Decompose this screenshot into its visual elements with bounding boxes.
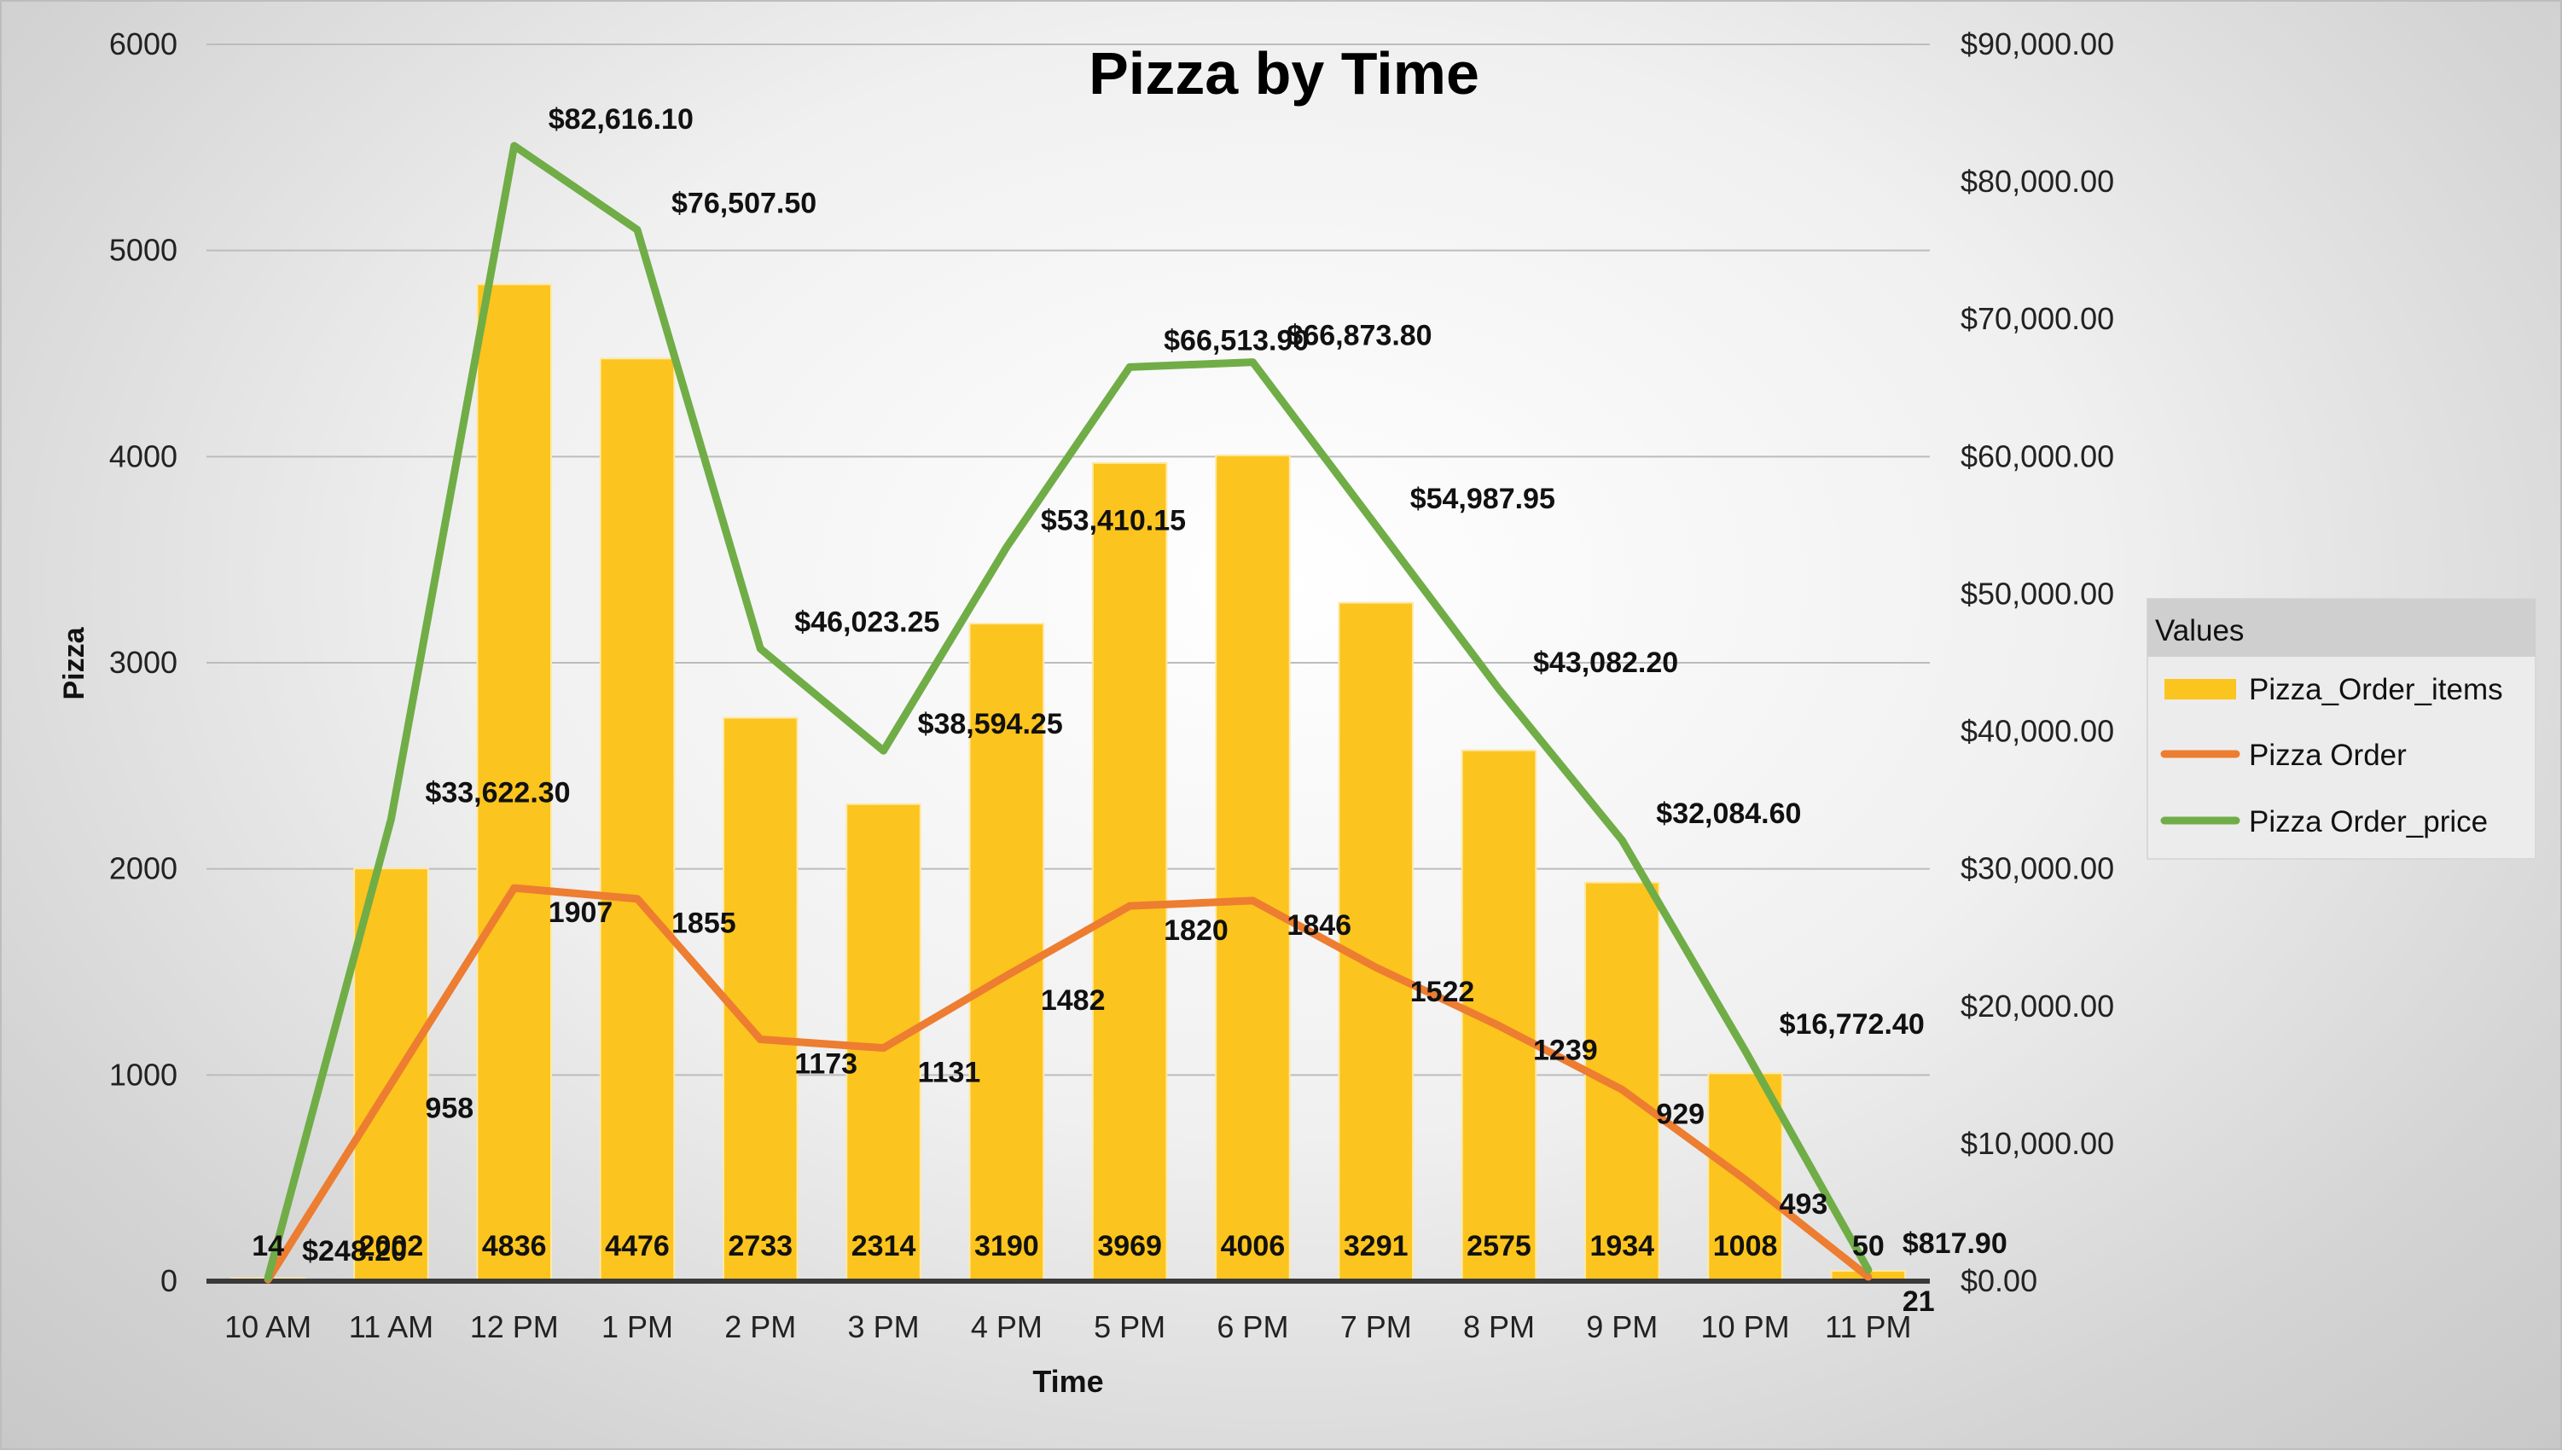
bar-data-label: 2575 xyxy=(1467,1230,1531,1262)
x-axis-title: Time xyxy=(1032,1364,1103,1399)
bar xyxy=(723,716,799,1282)
bar-data-label: 2733 xyxy=(728,1230,793,1262)
legend-title: Values xyxy=(2155,614,2244,647)
bar-data-label: 2314 xyxy=(851,1230,916,1262)
bar-data-label: 4476 xyxy=(605,1230,670,1262)
price-data-label: $53,410.15 xyxy=(1041,505,1186,537)
y2-tick-label: $30,000.00 xyxy=(1961,851,2114,886)
legend-item-order: Pizza Order xyxy=(2249,739,2407,772)
data-labels: 14 2002 4836 4476 2733 2314 3190 3969 4006 3291 25… xyxy=(252,103,2007,1318)
bar-data-label: 3190 xyxy=(974,1230,1039,1262)
price-data-label: $38,594.25 xyxy=(918,708,1063,740)
y-tick-label: 5000 xyxy=(109,233,177,268)
order-data-label: 1846 xyxy=(1287,909,1351,942)
x-tick-label: 2 PM xyxy=(724,1309,796,1344)
bar-data-label: 3291 xyxy=(1344,1230,1409,1262)
y2-tick-label: $50,000.00 xyxy=(1961,576,2114,611)
x-tick-label: 11 PM xyxy=(1825,1309,1911,1344)
y-tick-label: 1000 xyxy=(109,1057,177,1092)
x-tick-label: 3 PM xyxy=(848,1309,920,1344)
order-data-label: 1173 xyxy=(794,1048,857,1081)
order-data-label: 1907 xyxy=(549,896,613,929)
x-tick-label: 4 PM xyxy=(971,1309,1043,1344)
y-tick-label: 0 xyxy=(160,1263,177,1298)
y-axis-title: Pizza xyxy=(58,626,90,699)
order-data-label: 1820 xyxy=(1164,914,1229,947)
bar xyxy=(599,357,676,1282)
chart-title: Pizza by Time xyxy=(1089,40,1479,107)
legend-item-price: Pizza Order_price xyxy=(2249,805,2488,838)
x-tick-label: 10 AM xyxy=(224,1309,311,1344)
order-data-label: 493 xyxy=(1780,1188,1828,1221)
order-data-label: 1522 xyxy=(1410,976,1475,1008)
line-pizza-order xyxy=(264,884,1873,1284)
price-data-label: $66,873.80 xyxy=(1287,320,1432,352)
y-tick-label: 4000 xyxy=(109,438,177,473)
bar-data-label: 14 xyxy=(252,1230,284,1262)
price-data-label: $43,082.20 xyxy=(1533,647,1678,679)
price-data-label: $54,987.95 xyxy=(1410,483,1555,515)
bar-data-label: 1008 xyxy=(1713,1230,1778,1262)
y2-tick-label: $20,000.00 xyxy=(1961,989,2114,1024)
y2-tick-label: $70,000.00 xyxy=(1961,301,2114,336)
bar xyxy=(1091,461,1168,1282)
y-tick-label: 3000 xyxy=(109,645,177,680)
price-data-label: $66,513.90 xyxy=(1164,324,1309,357)
x-tick-label: 12 PM xyxy=(470,1309,559,1344)
price-data-label: $248.20 xyxy=(302,1235,407,1267)
price-data-label: $817.90 xyxy=(1903,1227,2007,1260)
y2-tick-label: $40,000.00 xyxy=(1961,714,2114,749)
bar xyxy=(353,867,429,1283)
legend-item-order-items: Pizza_Order_items xyxy=(2249,673,2503,706)
order-data-label: 929 xyxy=(1656,1098,1705,1130)
bar-data-label: 4836 xyxy=(482,1230,547,1262)
x-tick-label: 1 PM xyxy=(601,1309,673,1344)
order-data-label: 1855 xyxy=(671,908,736,940)
y-tick-label: 6000 xyxy=(109,26,177,61)
y2-tick-label: $10,000.00 xyxy=(1961,1126,2114,1161)
legend-header xyxy=(2147,599,2536,657)
bar xyxy=(1215,454,1291,1282)
order-data-label: 1239 xyxy=(1533,1035,1598,1067)
price-data-label: $33,622.30 xyxy=(425,776,570,809)
bar-data-label: 4006 xyxy=(1221,1230,1286,1262)
price-data-label: $82,616.10 xyxy=(549,103,694,136)
bar-data-label: 3969 xyxy=(1097,1230,1162,1262)
y-tick-label: 2000 xyxy=(109,851,177,886)
line-pizza-order-price xyxy=(264,142,1873,1282)
price-data-label: $16,772.40 xyxy=(1780,1008,1925,1041)
order-data-label: 958 xyxy=(425,1092,473,1124)
y2-tick-label: $60,000.00 xyxy=(1961,438,2114,473)
legend-swatch-bar xyxy=(2164,679,2236,699)
price-data-label: $32,084.60 xyxy=(1656,798,1801,830)
legend: Values Pizza_Order_items Pizza Order Piz… xyxy=(2147,598,2536,860)
price-data-label: $76,507.50 xyxy=(671,187,816,219)
x-tick-label: 10 PM xyxy=(1701,1309,1790,1344)
x-tick-label: 7 PM xyxy=(1340,1309,1412,1344)
x-tick-label: 11 AM xyxy=(349,1309,433,1344)
line-series xyxy=(264,142,1873,1284)
bar-data-label: 2002 xyxy=(359,1230,424,1262)
price-data-label: $46,023.25 xyxy=(794,606,939,639)
bar-series xyxy=(229,283,1907,1283)
axes: 0 1000 2000 3000 4000 5000 6000 $0.00 $10,000.00… xyxy=(109,26,2114,1344)
order-data-label: 1482 xyxy=(1041,984,1106,1017)
y2-tick-label: $90,000.00 xyxy=(1961,26,2114,61)
bar xyxy=(476,283,553,1282)
y2-tick-label: $0.00 xyxy=(1961,1263,2037,1298)
bar-data-label: 50 xyxy=(1852,1230,1885,1262)
bar xyxy=(1584,881,1660,1283)
x-tick-label: 5 PM xyxy=(1094,1309,1165,1344)
x-tick-label: 9 PM xyxy=(1586,1309,1658,1344)
y2-tick-label: $80,000.00 xyxy=(1961,164,2114,199)
bar-data-label: 1934 xyxy=(1589,1230,1654,1262)
x-tick-label: 6 PM xyxy=(1217,1309,1288,1344)
order-data-label: 1131 xyxy=(918,1057,981,1089)
order-data-label: 21 xyxy=(1903,1285,1935,1318)
bar xyxy=(1338,601,1415,1282)
x-tick-label: 8 PM xyxy=(1463,1309,1535,1344)
